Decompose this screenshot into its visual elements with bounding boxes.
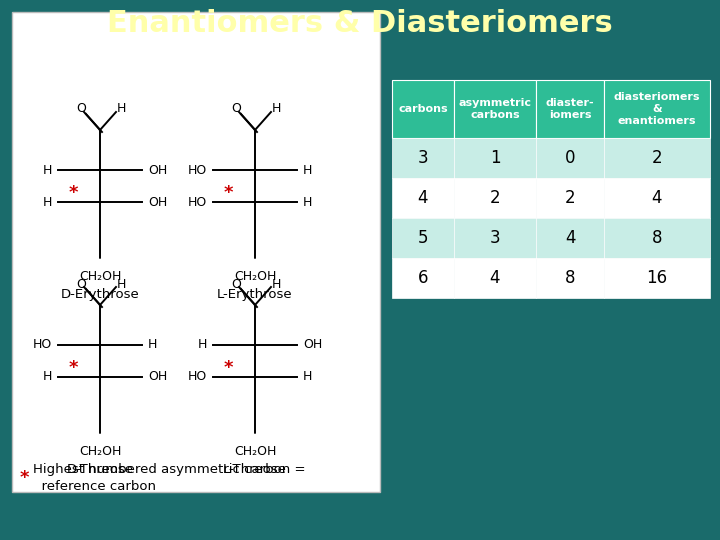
Text: H: H [271, 278, 281, 291]
Text: H: H [42, 370, 52, 383]
Text: 2: 2 [490, 189, 500, 207]
Text: 8: 8 [564, 269, 575, 287]
Text: Highest numbered asymmetric carbon =
  reference carbon: Highest numbered asymmetric carbon = ref… [33, 462, 305, 494]
Text: H: H [303, 370, 312, 383]
Text: H: H [271, 103, 281, 116]
Text: 1: 1 [490, 149, 500, 167]
Text: O: O [231, 278, 241, 291]
Text: CH₂OH: CH₂OH [78, 445, 121, 458]
Text: H: H [303, 195, 312, 208]
Text: L-Threose: L-Threose [223, 463, 287, 476]
Text: O: O [76, 103, 86, 116]
Text: carbons: carbons [398, 104, 448, 114]
Text: OH: OH [148, 195, 167, 208]
FancyBboxPatch shape [604, 258, 710, 298]
Text: OH: OH [148, 370, 167, 383]
FancyBboxPatch shape [536, 258, 604, 298]
Text: O: O [231, 103, 241, 116]
Text: *: * [68, 184, 78, 202]
Text: OH: OH [303, 339, 323, 352]
Text: 16: 16 [647, 269, 667, 287]
Text: CH₂OH: CH₂OH [78, 270, 121, 283]
FancyBboxPatch shape [604, 80, 710, 138]
Text: *: * [223, 359, 233, 377]
Text: asymmetric
carbons: asymmetric carbons [459, 98, 531, 120]
FancyBboxPatch shape [392, 178, 454, 218]
Text: 8: 8 [652, 229, 662, 247]
FancyBboxPatch shape [454, 138, 536, 178]
Text: L-Erythrose: L-Erythrose [217, 288, 293, 301]
Text: HO: HO [188, 164, 207, 177]
FancyBboxPatch shape [604, 138, 710, 178]
Text: Enantiomers & Diasteriomers: Enantiomers & Diasteriomers [107, 10, 613, 38]
FancyBboxPatch shape [454, 80, 536, 138]
Text: 3: 3 [418, 149, 428, 167]
FancyBboxPatch shape [454, 178, 536, 218]
Text: 3: 3 [490, 229, 500, 247]
Text: OH: OH [148, 164, 167, 177]
Text: 4: 4 [564, 229, 575, 247]
FancyBboxPatch shape [536, 80, 604, 138]
Text: 2: 2 [564, 189, 575, 207]
Text: H: H [303, 164, 312, 177]
FancyBboxPatch shape [392, 258, 454, 298]
FancyBboxPatch shape [604, 178, 710, 218]
FancyBboxPatch shape [536, 138, 604, 178]
FancyBboxPatch shape [454, 258, 536, 298]
Text: CH₂OH: CH₂OH [234, 270, 276, 283]
Text: 5: 5 [418, 229, 428, 247]
Text: HO: HO [188, 195, 207, 208]
Text: D-Threose: D-Threose [66, 463, 133, 476]
Text: HO: HO [32, 339, 52, 352]
Text: HO: HO [188, 370, 207, 383]
Text: H: H [117, 278, 126, 291]
Text: CH₂OH: CH₂OH [234, 445, 276, 458]
FancyBboxPatch shape [454, 218, 536, 258]
Text: H: H [42, 164, 52, 177]
FancyBboxPatch shape [604, 218, 710, 258]
FancyBboxPatch shape [392, 80, 454, 138]
FancyBboxPatch shape [392, 138, 454, 178]
Text: 4: 4 [418, 189, 428, 207]
Text: H: H [197, 339, 207, 352]
Text: H: H [148, 339, 158, 352]
Text: *: * [20, 469, 30, 487]
FancyBboxPatch shape [536, 178, 604, 218]
FancyBboxPatch shape [536, 218, 604, 258]
Text: H: H [117, 103, 126, 116]
Text: 2: 2 [652, 149, 662, 167]
Text: 6: 6 [418, 269, 428, 287]
Text: 0: 0 [564, 149, 575, 167]
Text: D-Erythrose: D-Erythrose [60, 288, 140, 301]
Text: 4: 4 [490, 269, 500, 287]
Text: diasteriomers
&
enantiomers: diasteriomers & enantiomers [613, 92, 701, 126]
Text: *: * [68, 359, 78, 377]
Text: H: H [42, 195, 52, 208]
Text: 4: 4 [652, 189, 662, 207]
Text: diaster-
iomers: diaster- iomers [546, 98, 594, 120]
Text: O: O [76, 278, 86, 291]
Text: *: * [223, 184, 233, 202]
FancyBboxPatch shape [12, 12, 380, 492]
FancyBboxPatch shape [392, 218, 454, 258]
